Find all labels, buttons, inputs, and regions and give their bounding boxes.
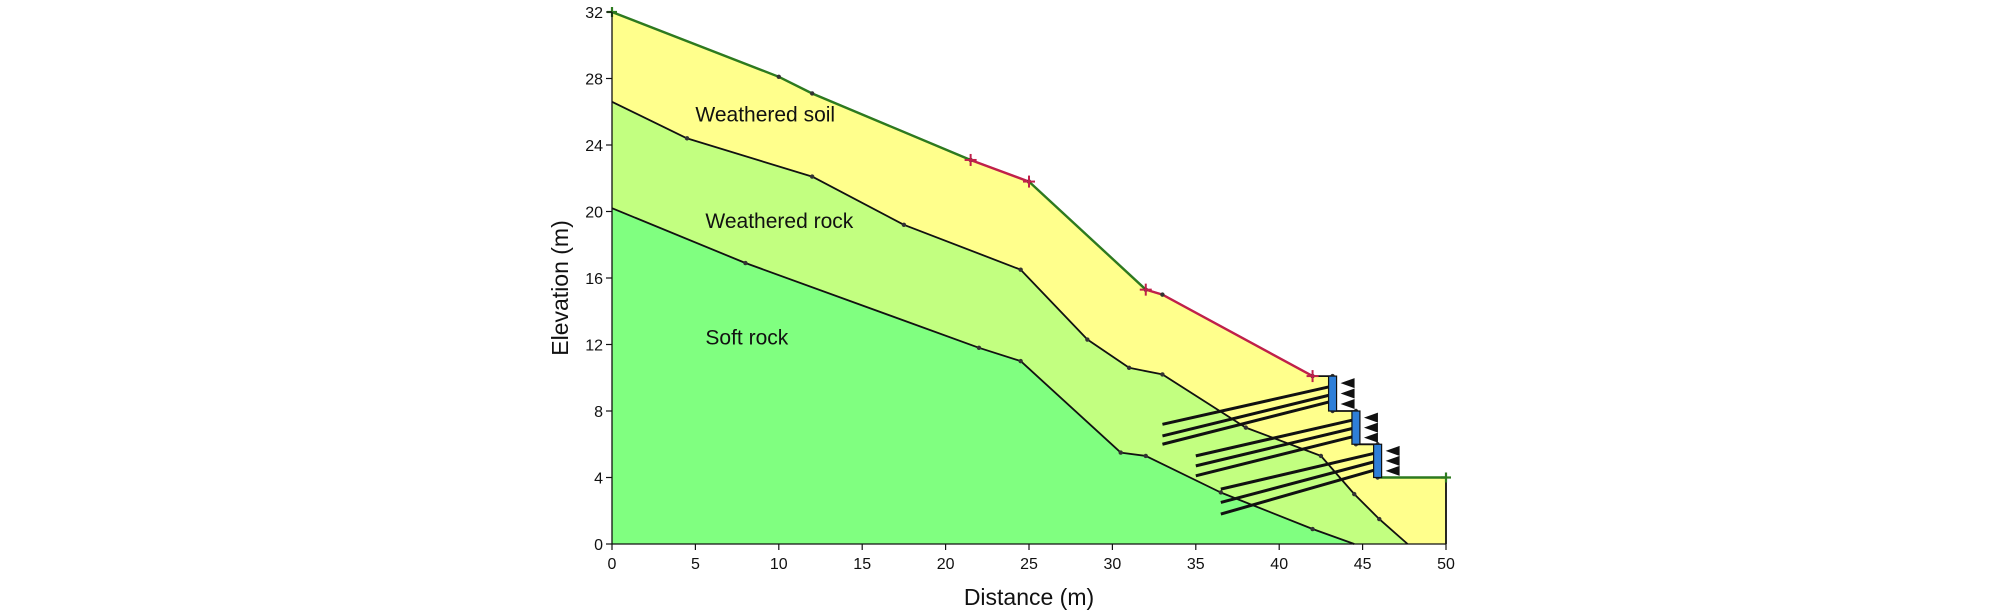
y-ticks: 0 4 8 12 16 20 24 28 32 — [585, 5, 612, 554]
ground-anchor — [1162, 384, 1333, 426]
x-tick-label: 40 — [1270, 556, 1288, 573]
y-tick-label: 32 — [585, 5, 603, 22]
y-tick-label: 24 — [585, 138, 603, 155]
node-point — [1085, 337, 1090, 342]
ground-anchor — [1195, 426, 1357, 468]
retaining-wall — [1373, 443, 1383, 479]
node-point — [1377, 516, 1382, 522]
x-tick-label: 35 — [1187, 556, 1205, 573]
x-tick-label: 20 — [937, 556, 955, 573]
layer-label-weathered-soil: Weathered soil — [695, 104, 835, 127]
x-ticks: 0 5 10 15 20 25 30 35 40 45 50 — [608, 544, 1455, 573]
node-point — [1243, 425, 1249, 430]
node-point — [743, 260, 748, 266]
x-tick-label: 0 — [608, 556, 617, 573]
node-point — [809, 174, 815, 179]
retaining-wall — [1351, 410, 1361, 445]
retaining-walls — [1327, 375, 1400, 479]
x-tick-label: 30 — [1104, 556, 1122, 573]
y-tick-label: 8 — [594, 404, 603, 421]
x-tick-label: 25 — [1020, 556, 1038, 573]
node-point — [1126, 365, 1132, 370]
y-axis-title: Elevation (m) — [547, 220, 573, 355]
ground-anchor — [1220, 467, 1379, 516]
node-point — [1018, 267, 1023, 272]
load-arrow — [1363, 412, 1378, 423]
surface-segment-green — [611, 10, 972, 162]
y-tick-label: 20 — [585, 205, 603, 222]
y-tick-label: 12 — [585, 338, 603, 355]
layer-fill-soft-rock — [612, 208, 1355, 544]
load-arrow — [1340, 388, 1355, 399]
node-point — [976, 345, 982, 351]
y-tick-label: 0 — [594, 537, 603, 554]
node-point — [1218, 490, 1224, 495]
x-tick-label: 5 — [691, 556, 700, 573]
y-tick-label: 16 — [585, 271, 603, 288]
node-point — [1310, 526, 1315, 532]
load-arrow — [1340, 399, 1355, 410]
node-point — [776, 74, 781, 80]
load-arrow — [1385, 445, 1400, 456]
node-point — [1118, 450, 1123, 455]
retaining-wall — [1327, 375, 1338, 412]
node-point — [809, 91, 815, 96]
x-tick-label: 45 — [1354, 556, 1372, 573]
x-tick-label: 10 — [770, 556, 788, 573]
node-point — [1318, 453, 1324, 459]
ground-anchor — [1162, 399, 1333, 446]
surface-segment-green — [1028, 180, 1147, 291]
node-point — [1160, 292, 1165, 297]
load-arrow — [1385, 465, 1400, 476]
ground-anchor — [1195, 434, 1357, 478]
y-tick-label: 4 — [594, 471, 603, 488]
load-arrow — [1385, 455, 1400, 466]
node-point — [1143, 453, 1148, 459]
x-tick-label: 50 — [1437, 556, 1455, 573]
load-arrow — [1363, 432, 1378, 443]
surface-segment-red — [970, 158, 1030, 183]
layer-labels: Weathered soil Weathered rock Soft rock — [695, 104, 853, 350]
axes: 0 5 10 15 20 25 30 35 40 45 50 0 4 8 12 16 20 24 28 32 Dis… — [547, 5, 1455, 610]
node-point — [901, 222, 907, 227]
node-point — [684, 136, 690, 141]
anchor-group — [1162, 384, 1379, 516]
layer-label-weathered-rock: Weathered rock — [705, 210, 853, 233]
ground-anchor — [1162, 392, 1333, 438]
load-arrow — [1363, 422, 1378, 433]
node-point — [1018, 358, 1023, 364]
node-point — [1160, 372, 1165, 377]
node-point — [1352, 491, 1357, 497]
y-tick-label: 28 — [585, 72, 603, 89]
load-arrow — [1340, 378, 1355, 389]
x-tick-label: 15 — [853, 556, 871, 573]
ground-anchor — [1195, 417, 1357, 458]
ground-anchor — [1220, 459, 1378, 504]
ground-anchor — [1220, 451, 1378, 491]
x-axis-title: Distance (m) — [964, 584, 1094, 610]
layer-label-soft-rock: Soft rock — [705, 327, 788, 350]
